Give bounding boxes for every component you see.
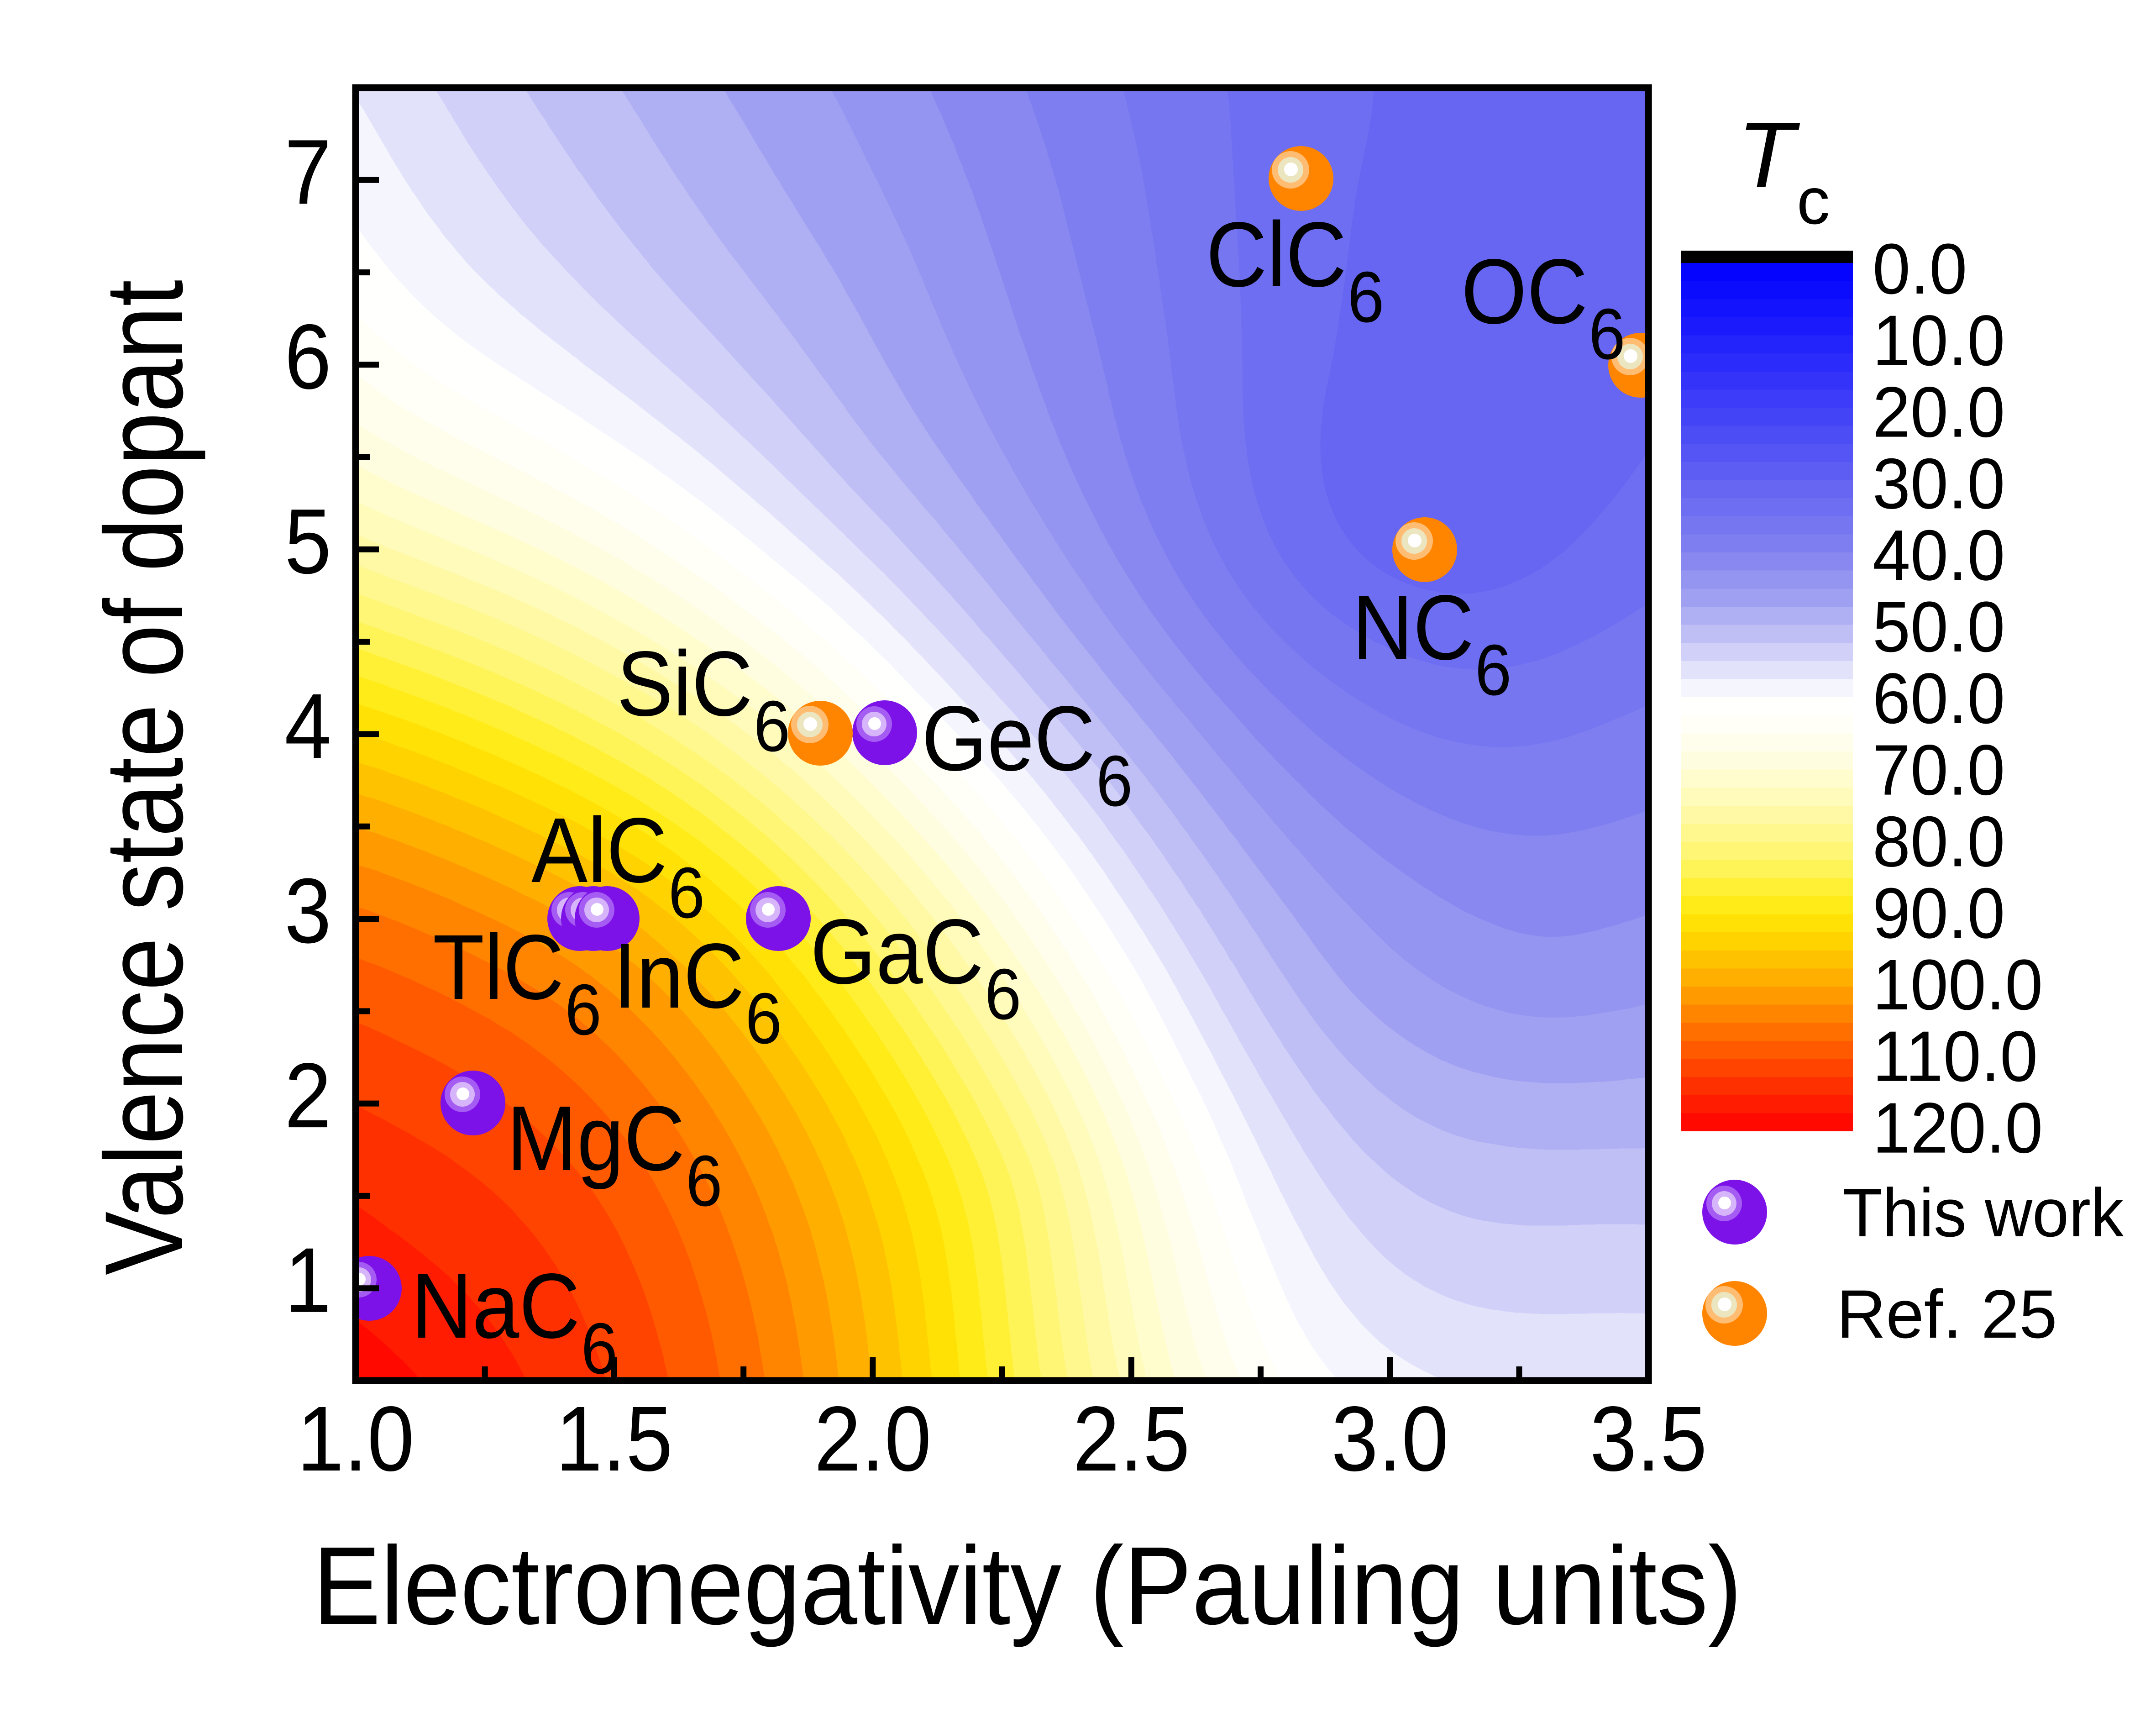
svg-text:OC: OC — [1461, 240, 1588, 343]
svg-text:4: 4 — [284, 675, 331, 777]
svg-text:c: c — [1797, 164, 1830, 238]
svg-text:0.0: 0.0 — [1873, 229, 1967, 309]
svg-text:1.0: 1.0 — [297, 1387, 414, 1490]
svg-text:NaC: NaC — [411, 1255, 580, 1357]
svg-text:2.0: 2.0 — [814, 1387, 931, 1490]
svg-text:70.0: 70.0 — [1873, 730, 2005, 810]
svg-text:Ref. 25: Ref. 25 — [1836, 1276, 2057, 1352]
svg-text:50.0: 50.0 — [1873, 587, 2005, 667]
svg-text:1: 1 — [284, 1229, 331, 1332]
svg-text:1.5: 1.5 — [556, 1387, 673, 1490]
svg-text:6: 6 — [1475, 630, 1511, 710]
svg-text:6: 6 — [668, 853, 705, 933]
svg-text:T: T — [1737, 103, 1800, 207]
svg-text:10.0: 10.0 — [1873, 300, 2005, 380]
svg-text:6: 6 — [745, 978, 782, 1059]
svg-text:80.0: 80.0 — [1873, 802, 2005, 882]
svg-text:3.5: 3.5 — [1590, 1387, 1707, 1490]
svg-text:60.0: 60.0 — [1873, 658, 2005, 738]
svg-text:6: 6 — [1589, 294, 1625, 374]
svg-text:6: 6 — [581, 1308, 618, 1389]
svg-text:3.0: 3.0 — [1331, 1387, 1448, 1490]
svg-text:7: 7 — [284, 121, 331, 224]
svg-text:SiC: SiC — [617, 632, 753, 735]
svg-text:6: 6 — [1348, 257, 1384, 337]
svg-text:ClC: ClC — [1206, 203, 1347, 306]
svg-text:InC: InC — [613, 924, 745, 1027]
svg-text:100.0: 100.0 — [1873, 945, 2043, 1025]
svg-text:40.0: 40.0 — [1873, 515, 2005, 595]
svg-text:6: 6 — [686, 1141, 722, 1221]
svg-text:5: 5 — [284, 490, 331, 593]
svg-text:TlC: TlC — [433, 916, 564, 1019]
svg-text:MgC: MgC — [507, 1087, 685, 1190]
svg-text:20.0: 20.0 — [1873, 372, 2005, 452]
svg-text:2.5: 2.5 — [1073, 1387, 1190, 1490]
svg-text:110.0: 110.0 — [1873, 1016, 2038, 1096]
svg-text:3: 3 — [284, 860, 331, 962]
svg-text:6: 6 — [565, 970, 601, 1050]
svg-text:6: 6 — [754, 686, 790, 767]
svg-text:6: 6 — [1096, 741, 1133, 821]
svg-text:2: 2 — [284, 1045, 331, 1147]
svg-text:NC: NC — [1352, 576, 1474, 679]
svg-text:GaC: GaC — [810, 900, 984, 1003]
svg-text:30.0: 30.0 — [1873, 444, 2005, 524]
svg-text:Valence state of dopant: Valence state of dopant — [82, 280, 206, 1275]
svg-text:90.0: 90.0 — [1873, 873, 2005, 953]
svg-text:6: 6 — [284, 305, 331, 408]
svg-text:This work: This work — [1842, 1175, 2124, 1251]
svg-text:AlC: AlC — [531, 799, 667, 902]
svg-text:GeC: GeC — [922, 687, 1095, 790]
svg-text:6: 6 — [985, 954, 1021, 1035]
svg-text:Electronegativity (Pauling uni: Electronegativity (Pauling units) — [313, 1524, 1742, 1648]
svg-text:120.0: 120.0 — [1873, 1088, 2043, 1168]
